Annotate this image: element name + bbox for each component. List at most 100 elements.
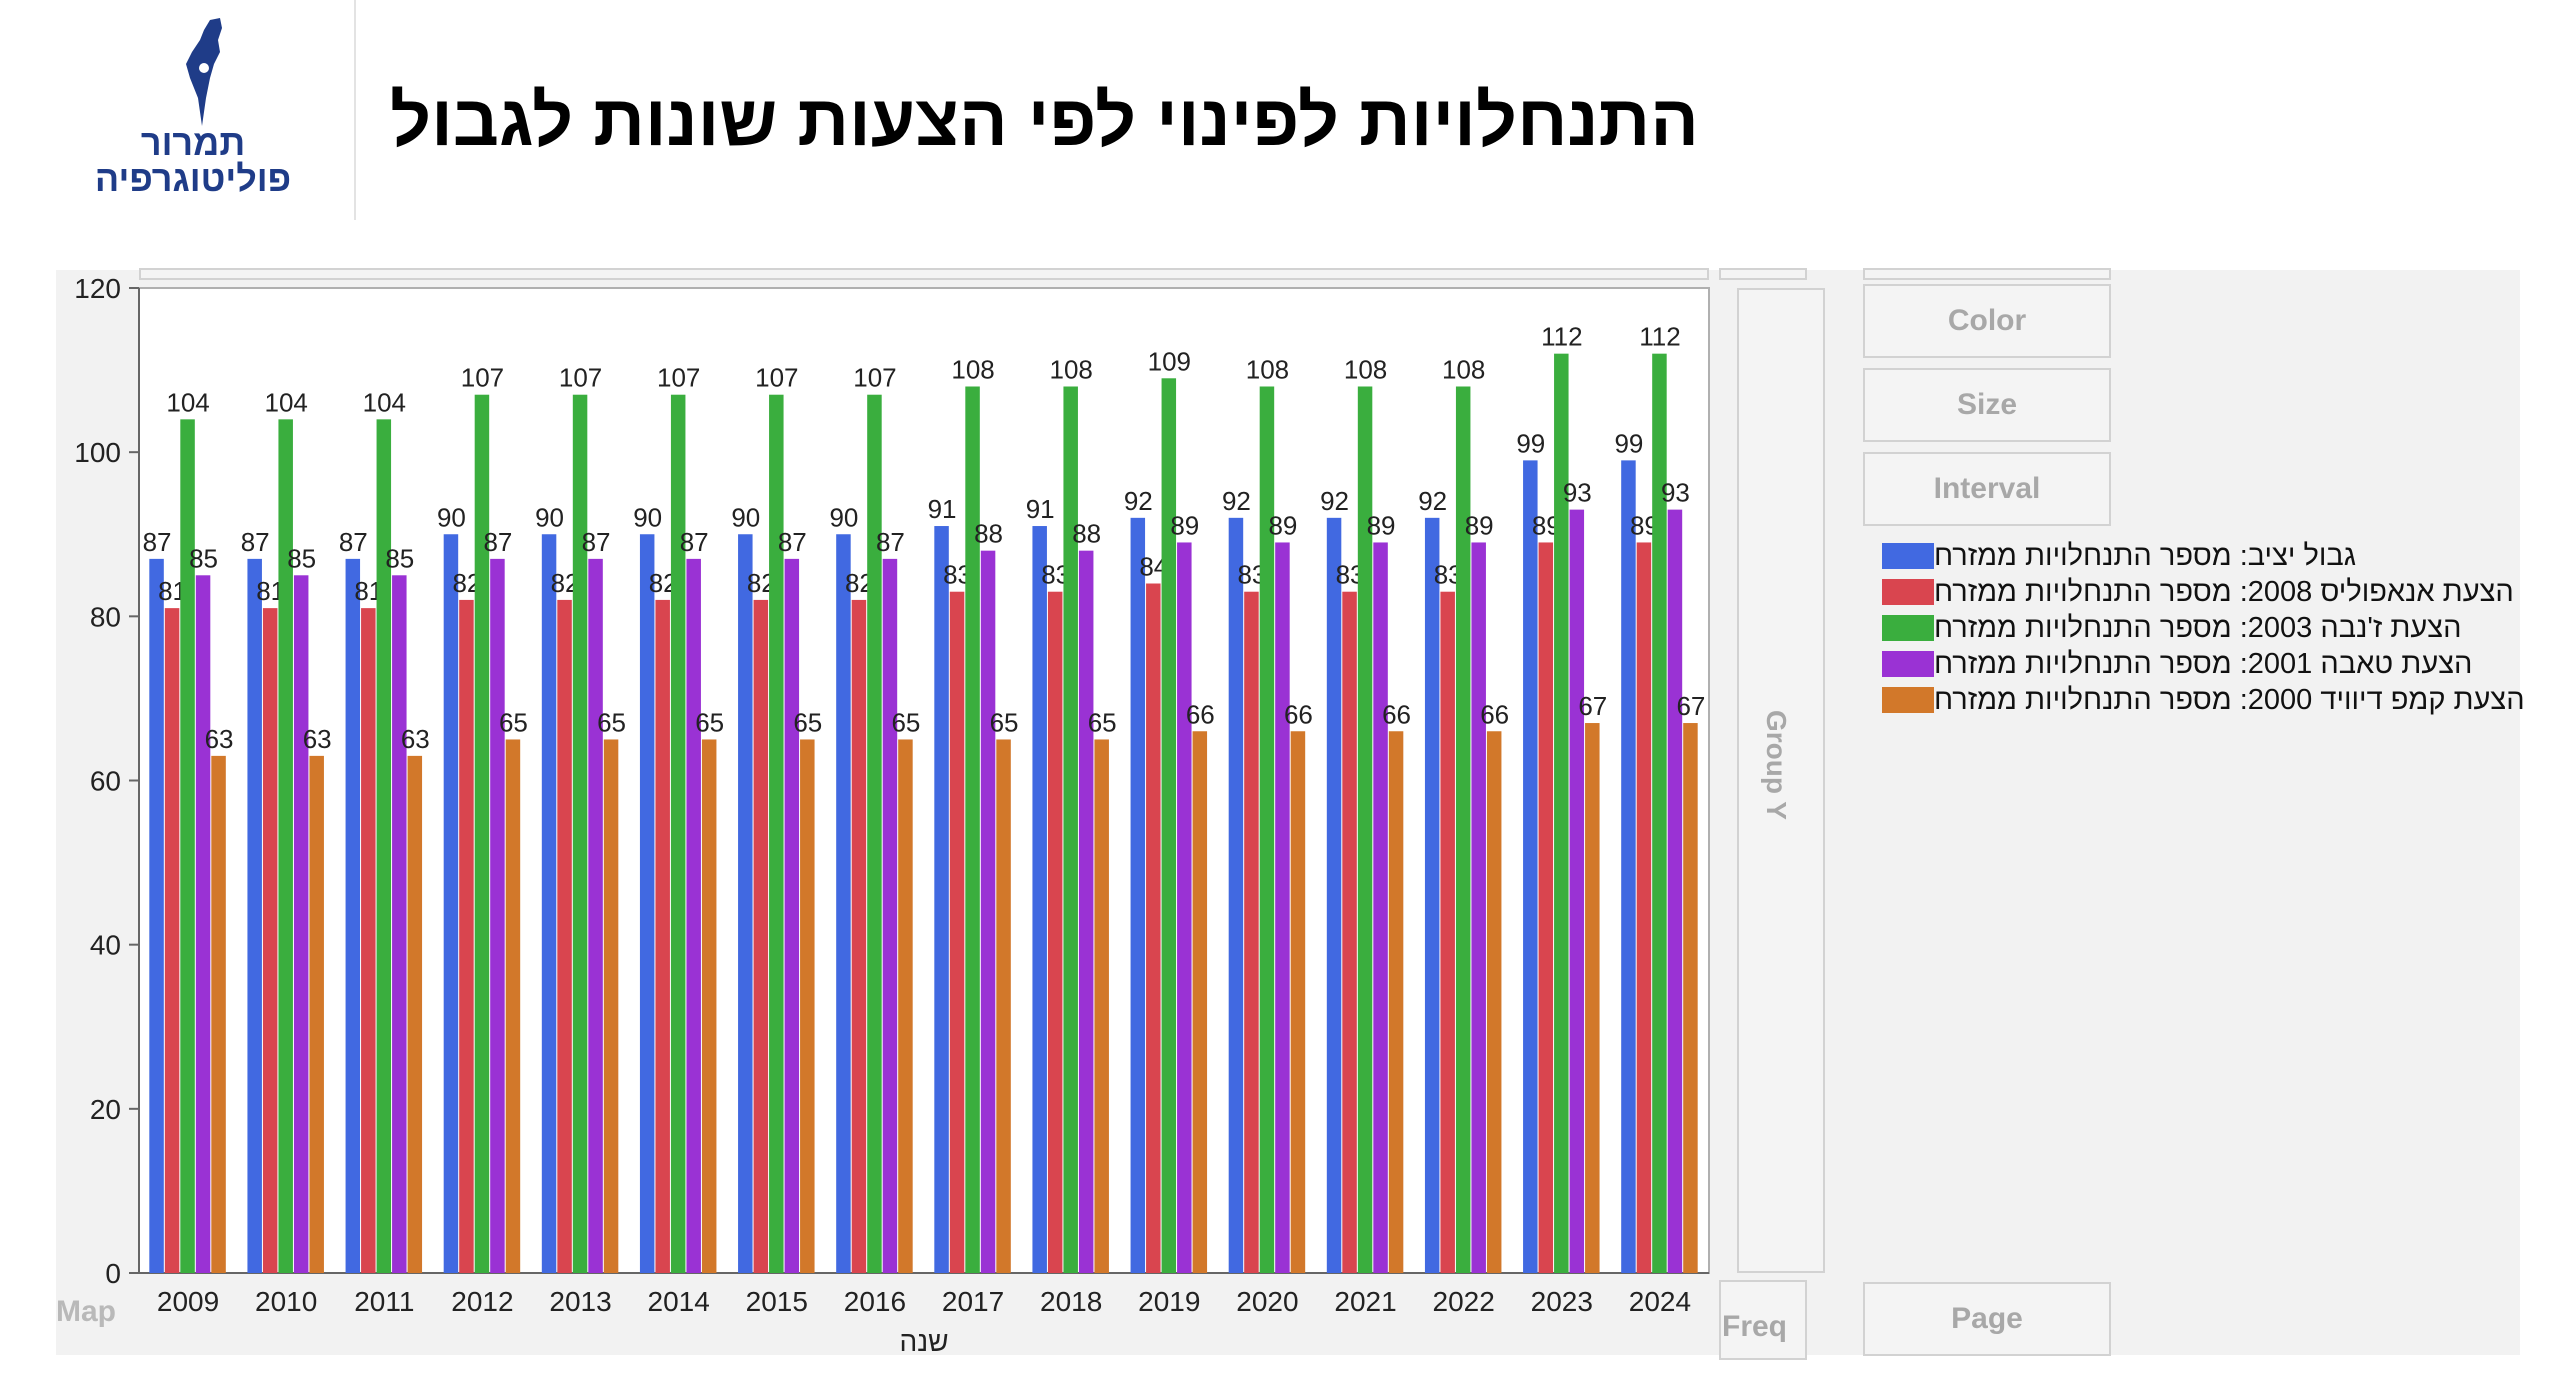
bar-value-label: 88	[974, 519, 1003, 549]
bar-value-label: 107	[461, 363, 504, 393]
bar-value-label: 63	[303, 724, 332, 754]
bar-value-label: 107	[657, 363, 700, 393]
legend-swatch	[1882, 543, 1934, 569]
bar	[211, 755, 226, 1273]
legend-swatch	[1882, 651, 1934, 677]
color-drop-zone[interactable]: Color	[1863, 284, 2111, 358]
bar-value-label: 66	[1186, 699, 1215, 729]
y-tick-label: 40	[90, 930, 121, 961]
bar	[195, 575, 211, 1273]
y-tick-label: 60	[90, 766, 121, 797]
bar-value-label: 66	[1480, 699, 1509, 729]
overlay-drop-zone[interactable]	[1863, 268, 2111, 280]
bar	[686, 558, 701, 1273]
bar-value-label: 65	[695, 707, 724, 737]
x-tick-label: 2022	[1433, 1286, 1495, 1317]
bar-value-label: 92	[1124, 486, 1153, 516]
bar-value-label: 67	[1676, 691, 1705, 721]
bar-value-label: 108	[1442, 355, 1485, 385]
interval-drop-zone[interactable]: Interval	[1863, 452, 2111, 526]
bar-value-label: 108	[1246, 355, 1289, 385]
y-tick-label: 0	[105, 1258, 121, 1289]
bar	[639, 534, 655, 1273]
map-shape-label: Map	[56, 1295, 116, 1328]
x-tick-label: 2024	[1629, 1286, 1691, 1317]
bar	[1440, 591, 1455, 1273]
bar-chart: 0204060801001208781104856320098781104856…	[74, 273, 1710, 1355]
bar-value-label: 87	[876, 527, 905, 557]
bar-value-label: 87	[680, 527, 709, 557]
bar-value-label: 92	[1222, 486, 1251, 516]
legend-label: הצעת טאבה 2001: מספר התנחלויות ממזרח	[1934, 647, 2473, 680]
bar-value-label: 89	[1367, 510, 1396, 540]
bar-value-label: 93	[1563, 478, 1592, 508]
bar	[603, 739, 619, 1273]
x-tick-label: 2019	[1138, 1286, 1200, 1317]
bar	[1161, 378, 1177, 1274]
freq-label: Freq	[1722, 1310, 1788, 1343]
bar	[278, 419, 293, 1273]
bar	[867, 394, 882, 1273]
bar-value-label: 107	[755, 363, 798, 393]
bar	[557, 599, 572, 1273]
bar-value-label: 65	[891, 707, 920, 737]
bar	[247, 558, 262, 1273]
bar	[965, 386, 980, 1273]
y-tick-label: 100	[74, 437, 121, 468]
bar	[1636, 542, 1652, 1273]
logo: תמרור פוליטוגרפיה	[32, 0, 356, 220]
legend-item[interactable]: גבול יציב: מספר התנחלויות ממזרח	[1874, 538, 2525, 574]
legend-item[interactable]: הצעת ז'נבה 2003: מספר התנחלויות ממזרח	[1874, 610, 2525, 646]
x-tick-label: 2023	[1531, 1286, 1593, 1317]
bar	[180, 419, 195, 1273]
bar	[376, 419, 392, 1273]
bar-value-label: 107	[853, 363, 896, 393]
y-tick-label: 120	[74, 273, 121, 304]
bar	[490, 558, 505, 1273]
legend-item[interactable]: הצעת קמפ דיוויד 2000: מספר התנחלויות ממז…	[1874, 682, 2525, 718]
bar-value-label: 66	[1382, 699, 1411, 729]
bar	[769, 394, 784, 1273]
bar-value-label: 90	[437, 502, 466, 532]
bar	[293, 575, 309, 1273]
legend-label: גבול יציב: מספר התנחלויות ממזרח	[1934, 539, 2356, 572]
bar	[836, 534, 851, 1273]
bar	[505, 739, 521, 1273]
size-drop-zone[interactable]: Size	[1863, 368, 2111, 442]
bar	[738, 534, 753, 1273]
bar-value-label: 85	[385, 543, 414, 573]
bar-value-label: 108	[1344, 355, 1387, 385]
page-drop-zone[interactable]: Page	[1863, 1282, 2111, 1356]
bar	[1146, 583, 1161, 1273]
bar	[361, 608, 376, 1273]
bar	[1652, 353, 1667, 1274]
legend-label: הצעת קמפ דיוויד 2000: מספר התנחלויות ממז…	[1934, 683, 2525, 716]
group-y-drop-zone[interactable]	[1737, 288, 1825, 1273]
legend-item[interactable]: הצעת טאבה 2001: מספר התנחלויות ממזרח	[1874, 646, 2525, 682]
wrap-drop-zone[interactable]	[1719, 268, 1807, 280]
bar	[588, 558, 603, 1273]
bar	[851, 599, 867, 1273]
freq-drop-zone[interactable]	[1719, 1280, 1807, 1360]
group-y-label: Group Y	[1761, 710, 1792, 820]
bar	[1078, 550, 1094, 1273]
israel-map-icon	[186, 18, 222, 126]
x-tick-label: 2014	[648, 1286, 710, 1317]
bar-value-label: 108	[951, 355, 994, 385]
bar	[572, 394, 588, 1273]
legend-item[interactable]: הצעת אנאפוליס 2008: מספר התנחלויות ממזרח	[1874, 574, 2525, 610]
bar	[1130, 517, 1146, 1273]
bar-value-label: 99	[1614, 428, 1643, 458]
bar-value-label: 89	[1268, 510, 1297, 540]
bar	[1192, 731, 1208, 1273]
bar	[934, 526, 949, 1273]
bar	[701, 739, 717, 1273]
bar-value-label: 90	[535, 502, 564, 532]
group-x-drop-zone[interactable]	[139, 268, 1709, 280]
bar	[1388, 731, 1404, 1273]
bar	[655, 599, 670, 1273]
x-tick-label: 2011	[354, 1286, 414, 1317]
bar	[1471, 542, 1486, 1273]
bar	[1326, 517, 1342, 1273]
legend: גבול יציב: מספר התנחלויות ממזרח הצעת אנאפ…	[1874, 538, 2525, 718]
